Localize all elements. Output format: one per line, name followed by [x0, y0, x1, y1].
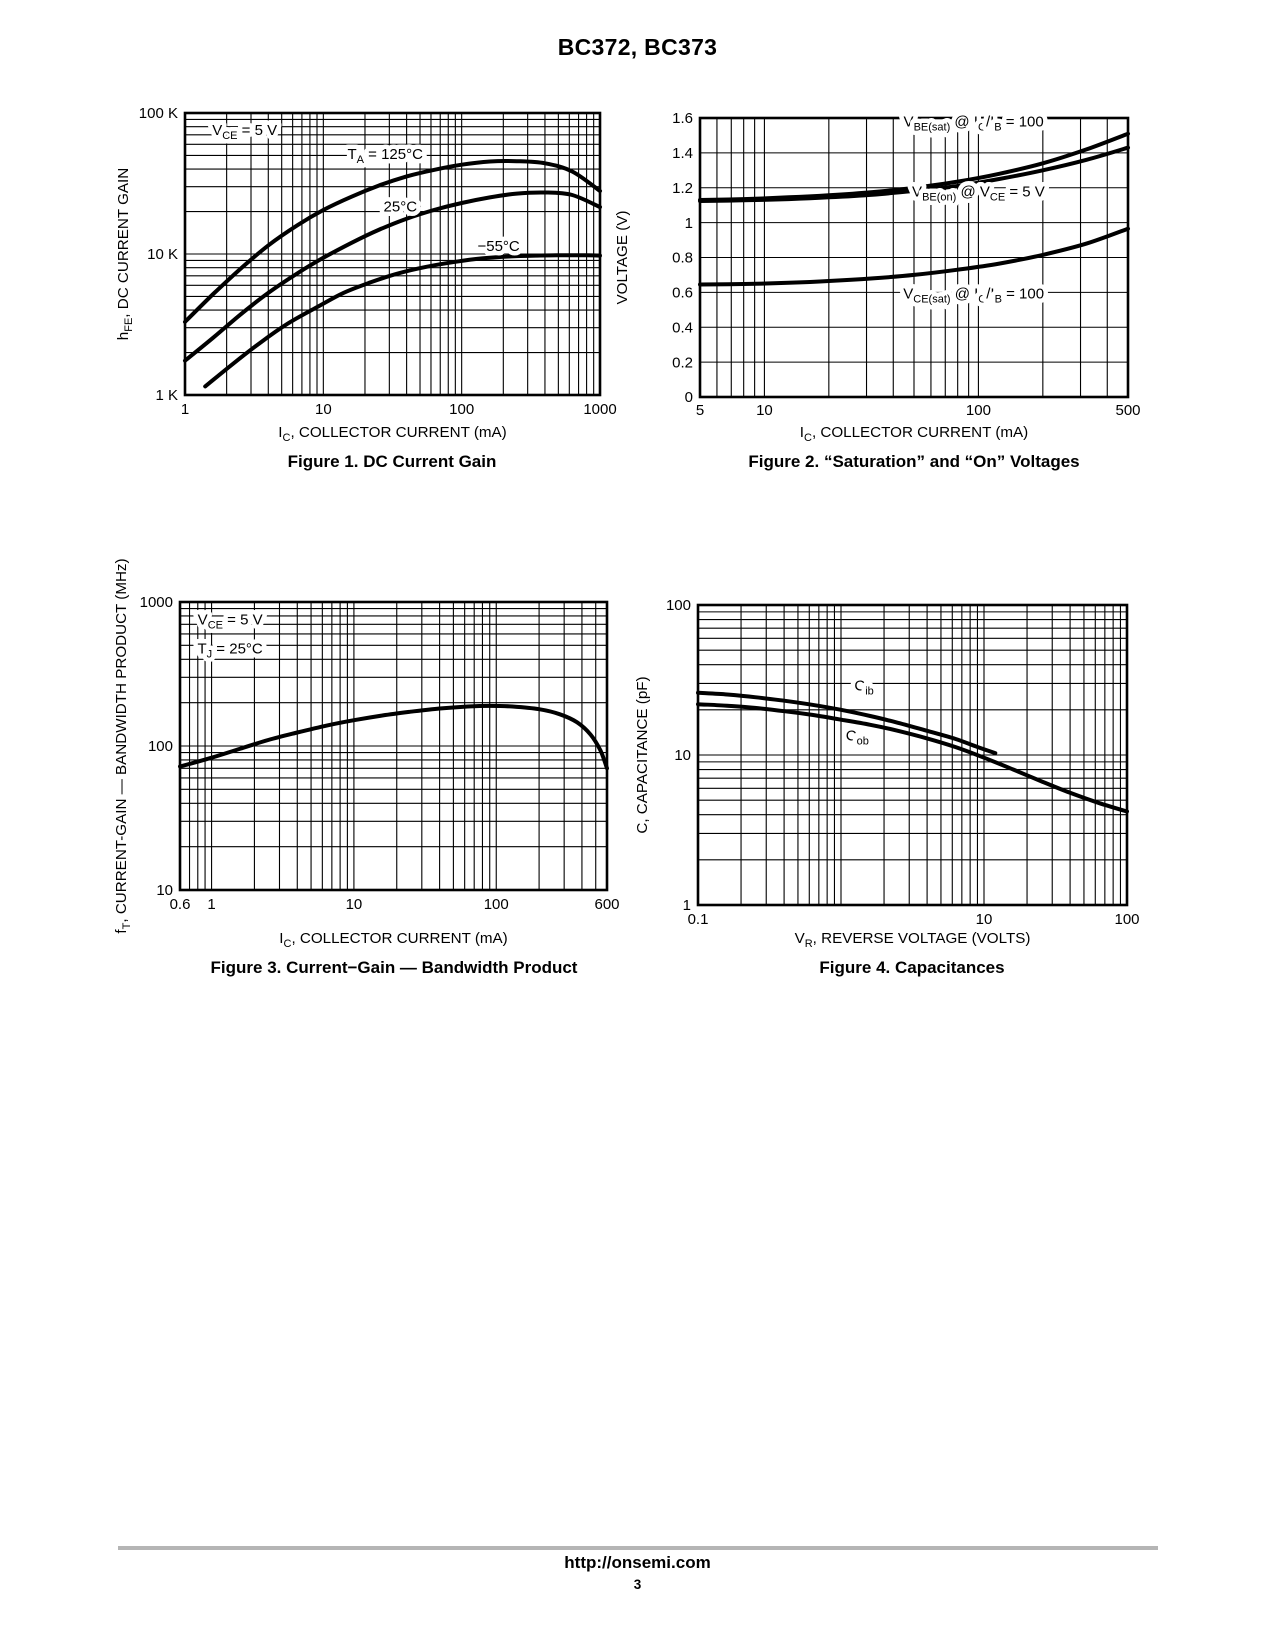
fig2-grid [700, 118, 1128, 397]
fig4-chart: Cib Cob 0.1 10 100 1 10 100 VR, REVERSE VOLTAGE … [634, 597, 1140, 950]
figure-3-caption: Figure 3. Current−Gain — Bandwidth Produ… [210, 958, 578, 977]
fig3-curve-1 [178, 703, 609, 771]
fig4-y-tick-label: 10 [674, 747, 691, 764]
fig1-curve-3 [203, 253, 602, 389]
fig3-y-axis-title: fT, CURRENT-GAIN — BANDWIDTH PRODUCT (MH… [113, 558, 133, 933]
fig2-y-tick-label: 0 [685, 389, 693, 406]
fig1-x-tick-label: 10 [315, 401, 332, 418]
fig4-y-axis-title: C, CAPACITANCE (pF) [634, 676, 651, 833]
fig1-y-tick-label: 100 K [139, 105, 178, 122]
fig2-y-tick-label: 1.6 [672, 110, 693, 127]
figure-2-caption: Figure 2. “Saturation” and “On” Voltages [748, 452, 1080, 471]
fig2-y-tick-label: 0.8 [672, 250, 693, 267]
fig2-annotation-3: VCE(sat) @ IC/IB = 100 [903, 285, 1044, 305]
fig2-y-tick-label: 1.4 [672, 145, 693, 162]
fig2-y-axis-title: VOLTAGE (V) [614, 211, 631, 305]
fig3-x-tick-label: 0.6 [170, 896, 191, 913]
fig4-annotation-2: Cob [846, 727, 869, 747]
fig3-y-tick-label: 1000 [140, 594, 173, 611]
fig3-x-axis-title: IC, COLLECTOR CURRENT (mA) [279, 930, 508, 950]
fig3-x-tick-label: 600 [594, 896, 619, 913]
fig4-annotation-1: Cib [854, 677, 873, 697]
fig2-y-tick-label: 0.2 [672, 354, 693, 371]
fig1-curve-1 [183, 159, 602, 324]
fig2-x-axis-title: IC, COLLECTOR CURRENT (mA) [800, 424, 1029, 444]
footer-divider [118, 1546, 1158, 1550]
fig4-plot-border [696, 603, 1129, 907]
fig4-y-tick-label: 1 [683, 897, 691, 914]
fig4-x-axis-title: VR, REVERSE VOLTAGE (VOLTS) [795, 930, 1031, 950]
fig3-x-tick-label: 10 [346, 896, 363, 913]
fig2-annotation-2: VBE(on) @ VCE = 5 V [912, 183, 1045, 203]
fig2-y-tick-label: 0.6 [672, 285, 693, 302]
fig1-y-tick-label: 1 K [155, 387, 178, 404]
fig1-annotation-3: 25°C [384, 199, 418, 216]
fig4-curve-2 [696, 702, 1129, 814]
fig2-x-tick-label: 100 [966, 402, 991, 419]
fig1-annotation-2: TA = 125°C [347, 146, 423, 166]
fig3-y-tick-label: 100 [148, 738, 173, 755]
fig2-y-tick-label: 1 [685, 215, 693, 232]
fig2-curve-3 [698, 226, 1130, 287]
fig1-curve-2 [183, 190, 602, 363]
fig3-grid [180, 602, 607, 890]
page-title: BC372, BC373 [557, 34, 718, 60]
fig1-y-tick-label: 10 K [147, 246, 178, 263]
fig4-curve-1 [696, 690, 998, 756]
figure-1-caption: Figure 1. DC Current Gain [287, 452, 497, 471]
footer-url-link[interactable]: http://onsemi.com [564, 1553, 711, 1572]
fig2-x-tick-label: 500 [1115, 402, 1140, 419]
fig1-x-axis-title: IC, COLLECTOR CURRENT (mA) [278, 424, 507, 444]
fig3-annotation-2: TJ = 25°C [197, 640, 262, 660]
fig2-curve-2 [698, 145, 1130, 203]
fig2-plot-border [698, 116, 1130, 399]
fig3-x-tick-label: 100 [484, 896, 509, 913]
fig1-x-tick-label: 1 [181, 401, 189, 418]
fig1-y-axis-title: hFE, DC CURRENT GAIN [115, 168, 135, 340]
fig2-x-tick-label: 5 [696, 402, 704, 419]
fig1-annotation-4: −55°C [477, 238, 519, 255]
fig4-x-tick-label: 100 [1114, 911, 1139, 928]
fig1-annotation-1: VCE = 5 V [212, 122, 277, 142]
figure-4-caption: Figure 4. Capacitances [819, 958, 1005, 977]
fig3-y-tick-label: 10 [156, 882, 173, 899]
fig3-annotation-1: VCE = 5 V [198, 611, 263, 631]
fig1-x-tick-label: 100 [449, 401, 474, 418]
fig4-grid [698, 605, 1127, 905]
footer-page-number: 3 [633, 1577, 642, 1592]
fig4-x-tick-label: 10 [976, 911, 993, 928]
fig1-chart: VCE = 5 V TA = 125°C 25°C −55°C 1 10 100 1000 1 … [115, 105, 617, 444]
fig2-x-tick-label: 10 [756, 402, 773, 419]
fig2-y-tick-label: 0.4 [672, 319, 693, 336]
fig2-y-tick-label: 1.2 [672, 180, 693, 197]
fig1-x-tick-label: 1000 [583, 401, 616, 418]
fig3-x-tick-label: 1 [207, 896, 215, 913]
fig4-y-tick-label: 100 [666, 597, 691, 614]
fig4-x-tick-label: 0.1 [688, 911, 709, 928]
fig3-plot-border [178, 600, 609, 892]
fig3-chart: VCE = 5 V TJ = 25°C 0.6 1 10 100 600 10 100 1000 I… [113, 558, 620, 950]
